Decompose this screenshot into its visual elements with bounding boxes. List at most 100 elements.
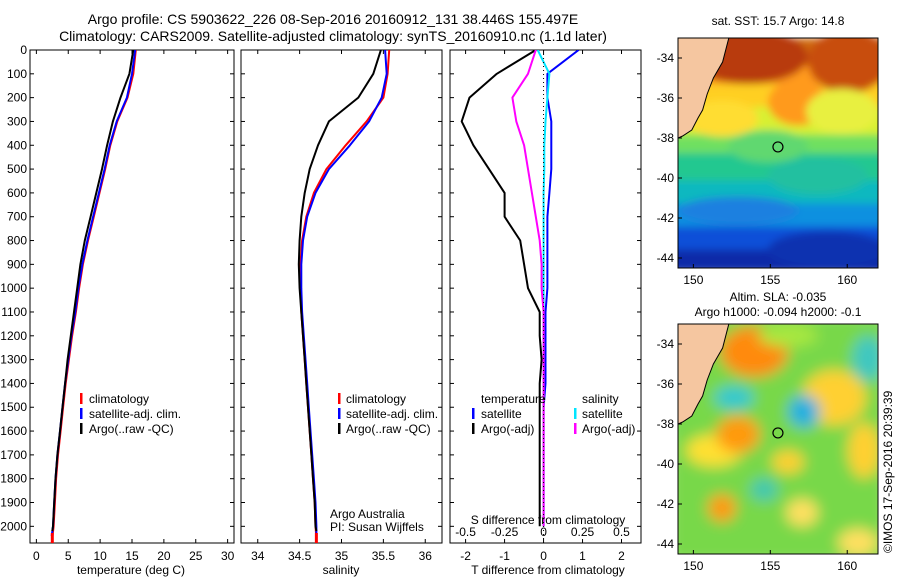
sst-feature — [678, 196, 798, 225]
legend-swatch-satellite — [80, 408, 83, 419]
series-line-temperature-satellite — [542, 50, 580, 527]
legend-swatch-climatology-2 — [338, 393, 341, 404]
legend-t-argo: Argo(-adj) — [481, 422, 534, 436]
y-tick-label: 1700 — [0, 448, 27, 462]
legend-t-satellite: satellite — [481, 407, 522, 421]
map-x-tick-label: 150 — [683, 559, 703, 573]
legend-swatch-s-argo — [574, 423, 577, 434]
legend-s-argo: Argo(-adj) — [582, 422, 635, 436]
map-frame — [677, 323, 879, 555]
title-line-1: Argo profile: CS 5903622_226 08-Sep-2016… — [88, 11, 578, 27]
series-group — [50, 50, 137, 539]
sla-feature — [714, 386, 754, 410]
sla-feature — [848, 422, 878, 479]
x-tick-label: 2 — [618, 549, 625, 563]
salinity-xlabel: salinity — [323, 563, 360, 577]
x-tick-label: 36 — [419, 549, 433, 563]
s-tick-label: 0.25 — [571, 525, 595, 539]
sla-feature — [772, 450, 804, 474]
s-tick-label: 0.5 — [613, 525, 630, 539]
legend-satellite-2: satellite-adj. clim. — [346, 407, 438, 421]
map-colour-field — [678, 38, 878, 268]
y-tick-label: 1200 — [0, 329, 27, 343]
temperature-panel: 0100200300400500600700800900100011001200… — [0, 43, 234, 563]
legend-swatch-t-satellite — [472, 408, 475, 419]
map-y-tick-label: -34 — [657, 337, 675, 351]
sla-map: 150 155 160 -34 -36 -38 -40 -42 -44 — [657, 323, 879, 573]
legend-s-satellite: satellite — [582, 407, 623, 421]
y-tick-label: 100 — [7, 67, 27, 81]
sla-feature — [716, 416, 760, 453]
sla-title-line-2: Argo h1000: -0.094 h2000: -0.1 — [695, 305, 862, 319]
legend-swatch-t-argo — [472, 423, 475, 434]
y-tick-label: 2000 — [0, 519, 27, 533]
x-tick-label: 0 — [33, 549, 40, 563]
y-tick-label: 1900 — [0, 496, 27, 510]
map-x-tick-label: 155 — [760, 273, 780, 287]
sst-feature — [728, 130, 808, 163]
land-australia — [678, 324, 730, 425]
y-tick-label: 300 — [7, 114, 27, 128]
x-tick-label: 1 — [579, 549, 586, 563]
series-line-climatology — [51, 50, 137, 539]
legend-climatology-2: climatology — [346, 392, 406, 406]
argo-float-marker — [772, 427, 784, 439]
sst-feature — [806, 88, 878, 135]
x-tick-label: 5 — [65, 549, 72, 563]
x-tick-label: 25 — [189, 549, 203, 563]
y-tick-label: 1400 — [0, 376, 27, 390]
legend-swatch-satellite-2 — [338, 408, 341, 419]
legend-swatch-s-satellite — [574, 408, 577, 419]
sst-feature — [686, 100, 758, 137]
pi-label: PI: Susan Wijffels — [330, 520, 424, 534]
x-tick-label: -1 — [499, 549, 510, 563]
map-y-tick-label: -38 — [657, 417, 675, 431]
map-y-tick-label: -38 — [657, 131, 675, 145]
map-field — [678, 38, 878, 268]
t-difference-label: T difference from climatology — [471, 563, 625, 577]
legend-swatch-argo — [80, 423, 83, 434]
map-y-tick-label: -40 — [657, 171, 675, 185]
legend-argo-2: Argo(..raw -QC) — [346, 422, 431, 436]
legend-climatology: climatology — [89, 392, 149, 406]
map-y-tick-label: -44 — [657, 537, 675, 551]
legend-swatch-argo-2 — [338, 423, 341, 434]
plot-frame — [240, 49, 443, 544]
x-tick-label: 35.5 — [372, 549, 396, 563]
x-tick-label: 30 — [221, 549, 235, 563]
sst-feature — [768, 157, 868, 195]
legend-header-temperature: temperature — [481, 392, 546, 406]
map-x-tick-label: 160 — [837, 273, 857, 287]
plot-frame — [449, 49, 642, 544]
y-tick-label: 900 — [7, 257, 27, 271]
title-line-2: Climatology: CARS2009. Satellite-adjuste… — [59, 28, 607, 44]
map-y-tick-label: -40 — [657, 457, 675, 471]
imos-credit: ©IMOS 17-Sep-2016 20:39:39 — [881, 390, 895, 553]
y-tick-label: 500 — [7, 162, 27, 176]
series-line-argo-raw-qc- — [51, 50, 135, 532]
x-tick-label: 34.5 — [288, 549, 312, 563]
x-tick-label: -2 — [460, 549, 471, 563]
map-y-tick-label: -34 — [657, 51, 675, 65]
map-x-tick-label: 155 — [760, 559, 780, 573]
plot-frame — [29, 49, 235, 544]
sla-feature — [708, 494, 736, 522]
sst-map: 150 155 160 -34 -36 -38 -40 -42 -44 — [657, 37, 879, 287]
y-tick-label: 400 — [7, 138, 27, 152]
y-tick-label: 1800 — [0, 472, 27, 486]
argo-float-marker — [772, 141, 784, 153]
y-tick-label: 1600 — [0, 424, 27, 438]
x-tick-label: 20 — [157, 549, 171, 563]
s-tick-label: -0.25 — [491, 525, 519, 539]
legend-swatch-climatology — [80, 393, 83, 404]
x-tick-label: 34 — [251, 549, 265, 563]
y-tick-label: 1000 — [0, 281, 27, 295]
legend-argo: Argo(..raw -QC) — [89, 422, 174, 436]
argo-australia-label: Argo Australia — [330, 507, 405, 521]
y-tick-label: 0 — [20, 43, 27, 57]
s-difference-label: S difference from climatology — [471, 513, 626, 527]
sla-feature — [838, 528, 878, 554]
map-y-tick-label: -44 — [657, 251, 675, 265]
map-x-tick-label: 150 — [683, 273, 703, 287]
y-tick-label: 1100 — [1, 305, 27, 319]
